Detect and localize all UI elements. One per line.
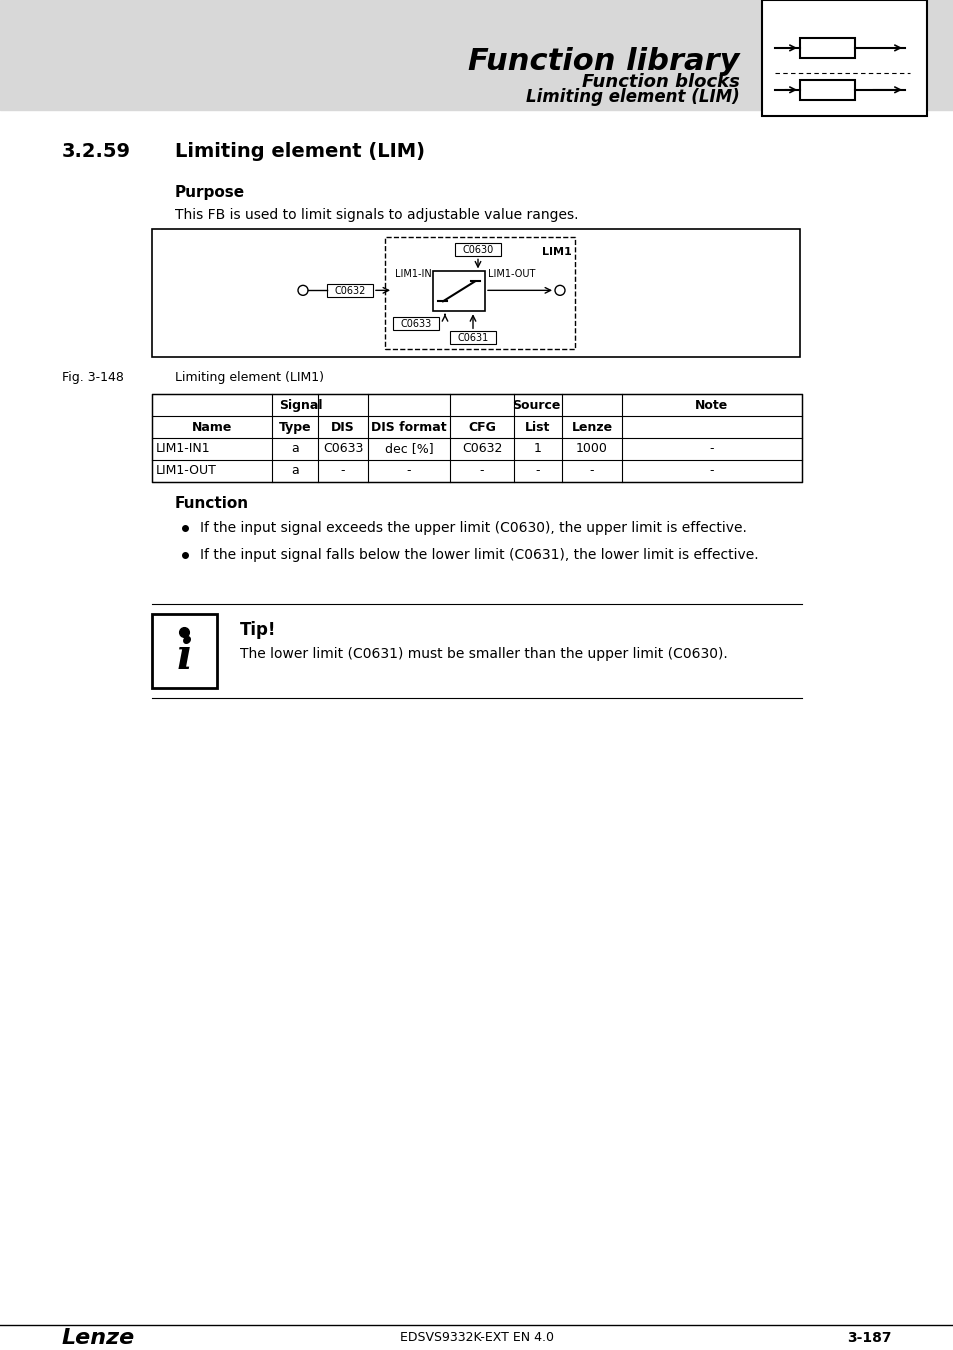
Text: Function blocks: Function blocks xyxy=(581,73,740,90)
Text: Limiting element (LIM): Limiting element (LIM) xyxy=(174,142,424,161)
Bar xyxy=(761,0,926,116)
Text: C0632: C0632 xyxy=(461,443,501,455)
Text: CFG: CFG xyxy=(468,421,496,433)
Bar xyxy=(152,394,801,482)
Text: C0630: C0630 xyxy=(462,244,493,255)
Text: C0633: C0633 xyxy=(322,443,363,455)
Bar xyxy=(455,243,500,256)
Text: Signal: Signal xyxy=(279,398,322,412)
Text: a: a xyxy=(291,464,298,478)
Text: Fig. 3-148: Fig. 3-148 xyxy=(62,371,124,383)
Text: Source: Source xyxy=(511,398,559,412)
Text: Note: Note xyxy=(695,398,728,412)
Text: DIS: DIS xyxy=(331,421,355,433)
Bar xyxy=(385,238,575,350)
Text: Name: Name xyxy=(192,421,232,433)
Text: EDSVS9332K-EXT EN 4.0: EDSVS9332K-EXT EN 4.0 xyxy=(399,1331,554,1345)
Bar xyxy=(800,80,854,100)
Bar xyxy=(800,38,854,58)
Bar xyxy=(393,317,438,331)
Text: This FB is used to limit signals to adjustable value ranges.: This FB is used to limit signals to adju… xyxy=(174,208,578,221)
Text: List: List xyxy=(525,421,550,433)
Text: LIM1-IN1: LIM1-IN1 xyxy=(156,443,211,455)
Text: Purpose: Purpose xyxy=(174,185,245,200)
Text: If the input signal falls below the lower limit (C0631), the lower limit is effe: If the input signal falls below the lowe… xyxy=(200,548,758,562)
Text: 1: 1 xyxy=(534,443,541,455)
Text: -: - xyxy=(589,464,594,478)
Text: -: - xyxy=(479,464,484,478)
Text: Type: Type xyxy=(278,421,311,433)
Text: Function: Function xyxy=(174,497,249,512)
Text: DIS format: DIS format xyxy=(371,421,446,433)
Circle shape xyxy=(297,285,308,296)
Text: a: a xyxy=(291,443,298,455)
Text: LIM1-OUT: LIM1-OUT xyxy=(488,270,535,279)
Text: C0633: C0633 xyxy=(400,319,431,329)
Text: Tip!: Tip! xyxy=(240,621,276,639)
Bar xyxy=(152,614,216,688)
Circle shape xyxy=(555,285,564,296)
Text: C0631: C0631 xyxy=(456,332,488,343)
Bar xyxy=(450,331,496,344)
Text: -: - xyxy=(536,464,539,478)
Text: If the input signal exceeds the upper limit (C0630), the upper limit is effectiv: If the input signal exceeds the upper li… xyxy=(200,521,746,535)
Text: LIM1-IN: LIM1-IN xyxy=(395,270,432,279)
Text: -: - xyxy=(709,443,714,455)
Text: Function library: Function library xyxy=(468,47,740,77)
Bar xyxy=(0,0,953,109)
Text: dec [%]: dec [%] xyxy=(384,443,433,455)
Text: 3.2.59: 3.2.59 xyxy=(62,142,131,161)
Text: -: - xyxy=(709,464,714,478)
Text: LIM1-OUT: LIM1-OUT xyxy=(156,464,216,478)
Text: -: - xyxy=(406,464,411,478)
Text: Limiting element (LIM): Limiting element (LIM) xyxy=(526,88,740,105)
Text: The lower limit (C0631) must be smaller than the upper limit (C0630).: The lower limit (C0631) must be smaller … xyxy=(240,647,727,660)
Text: Limiting element (LIM1): Limiting element (LIM1) xyxy=(174,371,324,383)
Bar xyxy=(433,271,484,312)
Bar xyxy=(327,285,373,297)
Text: 1000: 1000 xyxy=(576,443,607,455)
Text: LIM1: LIM1 xyxy=(541,247,572,258)
Text: i: i xyxy=(176,636,193,678)
Text: C0632: C0632 xyxy=(334,286,365,296)
Text: 3-187: 3-187 xyxy=(846,1331,891,1345)
Bar xyxy=(152,230,800,358)
Text: Lenze: Lenze xyxy=(571,421,612,433)
Text: -: - xyxy=(340,464,345,478)
Text: Lenze: Lenze xyxy=(62,1328,135,1347)
